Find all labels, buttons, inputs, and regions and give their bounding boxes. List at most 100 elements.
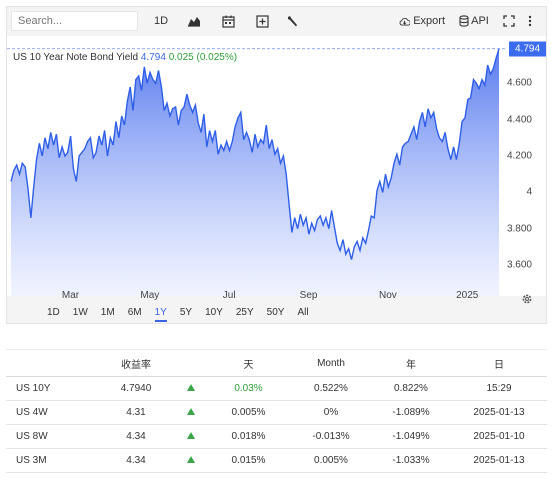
legend-series-name: US 10 Year Note Bond Yield	[13, 52, 139, 63]
data-point	[351, 259, 352, 260]
data-point	[218, 154, 219, 155]
calendar-icon[interactable]	[219, 12, 237, 30]
chart-toolbar: 1D Export API	[7, 7, 546, 35]
data-point	[286, 174, 287, 175]
more-vertical-icon[interactable]	[525, 12, 535, 30]
export-button[interactable]: Export	[399, 12, 445, 30]
col-header-month[interactable]: Month	[291, 349, 371, 377]
cell-yield: 4.34	[96, 424, 176, 449]
data-point	[33, 186, 34, 187]
cell-name[interactable]: US 3M	[6, 448, 96, 473]
col-header-day[interactable]: 天	[206, 349, 291, 377]
cell-date: 15:29	[451, 376, 547, 401]
data-point	[470, 97, 471, 98]
data-point	[340, 250, 341, 251]
data-point	[164, 110, 165, 111]
data-point	[229, 150, 230, 151]
x-tick-label: Jul	[222, 290, 236, 301]
range-button-all[interactable]: All	[297, 307, 309, 318]
range-button-1d[interactable]: 1D	[47, 307, 60, 318]
data-point	[172, 108, 173, 109]
data-point	[294, 217, 295, 218]
data-point	[79, 156, 80, 157]
data-point	[73, 168, 74, 169]
col-header-direction	[176, 349, 206, 377]
cell-name[interactable]: US 8W	[6, 424, 96, 449]
data-point	[402, 146, 403, 147]
area-chart-icon[interactable]	[185, 12, 203, 30]
gear-icon[interactable]	[521, 292, 533, 310]
data-point	[87, 141, 88, 142]
data-point	[396, 154, 397, 155]
data-point	[450, 159, 451, 160]
data-point	[266, 125, 267, 126]
data-point	[269, 148, 270, 149]
data-point	[320, 216, 321, 217]
plus-box-icon[interactable]	[253, 12, 271, 30]
data-point	[453, 146, 454, 147]
fullscreen-icon[interactable]	[502, 12, 516, 30]
wrench-icon[interactable]	[283, 12, 301, 30]
yield-area	[11, 48, 499, 296]
search-input[interactable]	[11, 11, 138, 31]
data-point	[445, 132, 446, 133]
data-point	[215, 130, 216, 131]
range-button-1m[interactable]: 1M	[100, 307, 115, 318]
table-row[interactable]: US 10Y 4.7940 0.03% 0.522% 0.822% 15:29	[6, 376, 547, 401]
chart-plot-area[interactable]: US 10 Year Note Bond Yield 4.794 0.025 (…	[7, 36, 546, 304]
range-button-1y[interactable]: 1Y	[154, 304, 167, 322]
cell-yield: 4.34	[96, 448, 176, 473]
data-point	[104, 130, 105, 131]
x-tick-label: Sep	[299, 290, 318, 301]
direction-cell	[176, 448, 206, 473]
data-point	[192, 112, 193, 113]
data-point	[408, 141, 409, 142]
table-row[interactable]: US 4W 4.31 0.005% 0% -1.089% 2025-01-13	[6, 400, 547, 425]
data-point	[22, 163, 23, 164]
data-point	[337, 243, 338, 244]
range-button-6m[interactable]: 6M	[127, 307, 142, 318]
interval-button[interactable]: 1D	[153, 15, 169, 27]
cell-day-change: 0.03%	[206, 376, 291, 401]
data-point	[206, 146, 207, 147]
x-tick-label: Nov	[379, 290, 397, 301]
data-point	[493, 68, 494, 69]
data-point	[133, 110, 134, 111]
col-header-yield[interactable]: 收益率	[96, 349, 176, 377]
data-point	[496, 57, 497, 58]
data-point	[365, 243, 366, 244]
range-button-50y[interactable]: 50Y	[266, 307, 285, 318]
range-button-25y[interactable]: 25Y	[235, 307, 254, 318]
cell-year-change: -1.049%	[371, 424, 451, 449]
data-point	[81, 152, 82, 153]
data-point	[186, 94, 187, 95]
cell-name[interactable]: US 4W	[6, 400, 96, 425]
range-button-1w[interactable]: 1W	[72, 307, 88, 318]
col-header-date[interactable]: 日	[451, 349, 547, 377]
table-row[interactable]: US 3M 4.34 0.015% 0.005% -1.033% 2025-01-13	[6, 448, 547, 473]
data-point	[303, 225, 304, 226]
table-row[interactable]: US 8W 4.34 0.018% -0.013% -1.049% 2025-01-10	[6, 424, 547, 449]
data-point	[354, 246, 355, 247]
col-header-year[interactable]: 年	[371, 349, 451, 377]
data-point	[260, 139, 261, 140]
cell-day-change: 0.015%	[206, 448, 291, 473]
data-point	[203, 114, 204, 115]
data-point	[76, 181, 77, 182]
range-button-10y[interactable]: 10Y	[205, 307, 223, 318]
api-button[interactable]: API	[459, 12, 489, 30]
cell-month-change: 0.522%	[291, 376, 371, 401]
data-point	[212, 141, 213, 142]
data-point	[419, 121, 420, 122]
data-point	[223, 150, 224, 151]
cell-year-change: -1.089%	[371, 400, 451, 425]
cell-name[interactable]: US 10Y	[6, 376, 96, 401]
cell-date: 2025-01-10	[451, 424, 547, 449]
data-point	[368, 230, 369, 231]
data-point	[150, 72, 151, 73]
range-button-5y[interactable]: 5Y	[179, 307, 193, 318]
data-point	[314, 230, 315, 231]
up-arrow-icon	[187, 432, 195, 439]
y-tick-label: 3.600	[506, 259, 532, 271]
direction-cell	[176, 400, 206, 425]
